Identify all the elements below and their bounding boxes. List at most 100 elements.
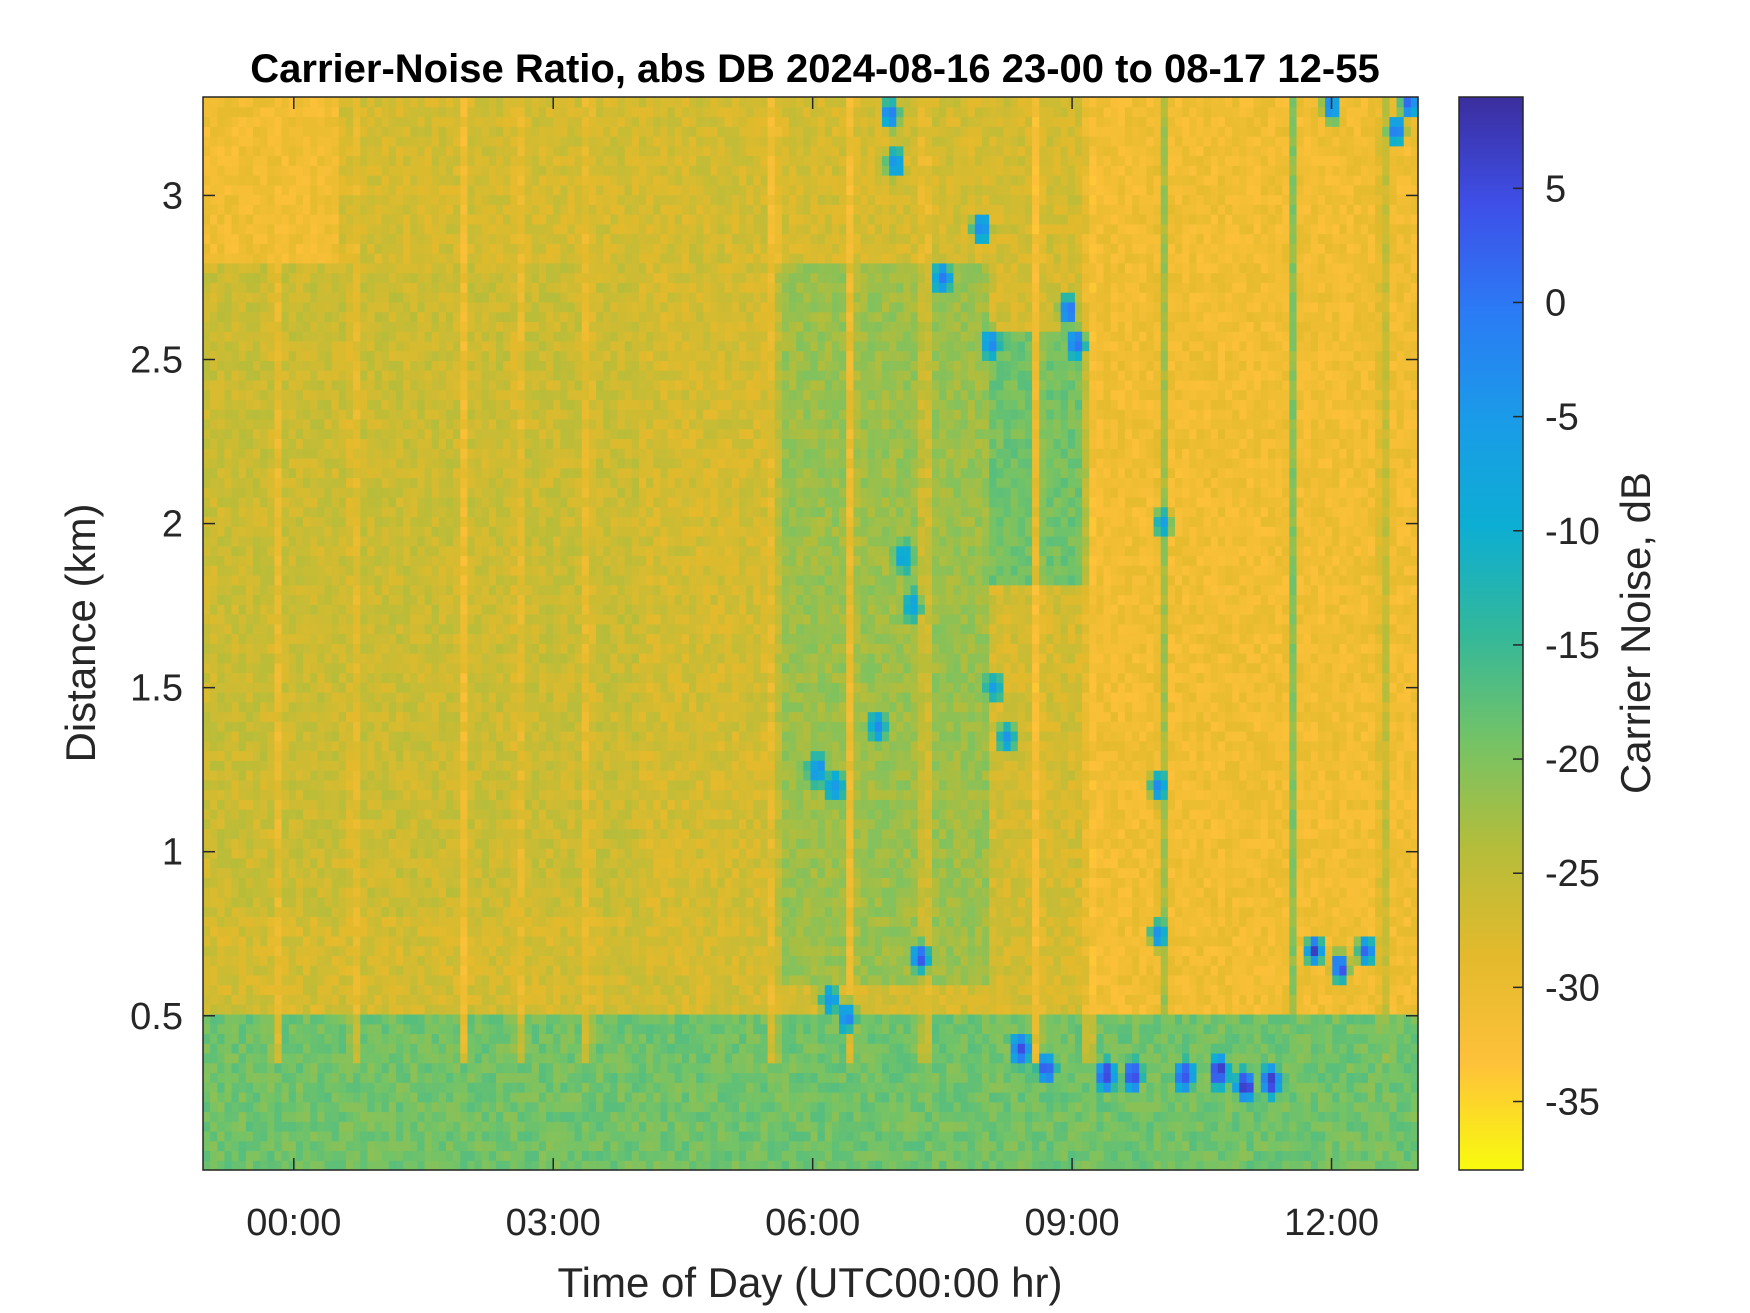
heatmap-cell [210,1140,218,1152]
heatmap-cell [310,994,318,1005]
heatmap-cell [1253,1101,1262,1113]
heatmap-cell [1203,1082,1212,1093]
heatmap-cell [974,1023,983,1035]
heatmap-cell [1132,906,1140,917]
heatmap-cell [1217,1140,1226,1152]
heatmap-cell [317,984,326,996]
heatmap-cell [1332,1023,1340,1035]
heatmap-cell [274,984,283,996]
heatmap-cell [481,916,490,927]
heatmap-cell [703,916,712,927]
heatmap-cell [488,1121,497,1132]
heatmap-cell [238,1082,247,1093]
heatmap-cell [831,906,840,917]
heatmap-cell [1375,974,1383,986]
heatmap-cell [1053,965,1062,976]
heatmap-cell [896,984,905,996]
heatmap-cell [410,896,419,908]
heatmap-cell [982,1033,990,1044]
heatmap-cell [1210,1160,1219,1171]
heatmap-cell [896,926,905,937]
heatmap-cell [603,1111,611,1122]
heatmap-cell [1253,1091,1262,1103]
heatmap-cell [853,1140,862,1152]
heatmap-cell [1124,1043,1133,1054]
heatmap-cell [932,1101,940,1113]
heatmap-cell [1210,896,1219,908]
heatmap-cell [567,1091,576,1103]
heatmap-cell [1217,1023,1226,1035]
heatmap-cell [982,945,990,956]
heatmap-cell [1189,916,1198,927]
heatmap-cell [1225,974,1233,986]
heatmap-cell [1303,1121,1312,1132]
heatmap-cell [982,1160,990,1171]
heatmap-cell [317,1013,326,1025]
heatmap-cell [574,1091,583,1103]
heatmap-cell [567,974,576,986]
heatmap-cell [374,1052,383,1064]
heatmap-cell [1067,926,1076,937]
heatmap-cell [388,1160,397,1171]
heatmap-cell [1117,935,1126,947]
heatmap-cell [1375,965,1383,976]
heatmap-cell [238,955,247,966]
heatmap-cell [1189,965,1198,976]
heatmap-cell [1210,1091,1219,1103]
heatmap-cell [560,1062,569,1074]
heatmap-cell [1282,1082,1290,1093]
heatmap-cell [388,1101,397,1113]
heatmap-cell [438,965,447,976]
heatmap-cell [395,1150,404,1161]
heatmap-cell [867,1091,876,1103]
heatmap-cell [1160,974,1169,986]
heatmap-cell [488,1043,497,1054]
heatmap-cell [581,877,590,888]
heatmap-cell [1189,1004,1198,1015]
heatmap-cell [1310,906,1319,917]
heatmap-cell [353,1043,361,1054]
heatmap-cell [982,926,990,937]
heatmap-cell [831,1023,840,1035]
heatmap-cell [1203,916,1212,927]
heatmap-cell [932,974,940,986]
heatmap-cell [953,994,962,1005]
heatmap-cell [1017,1121,1026,1132]
heatmap-cell [853,994,862,1005]
heatmap-cell [1296,1052,1305,1064]
heatmap-cell [581,1150,590,1161]
heatmap-cell [953,896,962,908]
heatmap-cell [1317,955,1326,966]
heatmap-cell [1246,916,1255,927]
heatmap-cell [295,1013,304,1025]
heatmap-cell [1375,1160,1383,1171]
heatmap-cell [1167,1121,1176,1132]
heatmap-cell [596,1130,604,1142]
heatmap-cell [1110,1023,1119,1035]
heatmap-cell [746,896,754,908]
heatmap-cell [596,1004,604,1015]
heatmap-cell [896,1082,905,1093]
heatmap-cell [710,896,719,908]
heatmap-cell [1160,916,1169,927]
heatmap-cell [724,1121,733,1132]
heatmap-cell [903,1052,912,1064]
heatmap-cell [874,1160,883,1171]
heatmap-cell [303,1140,311,1152]
heatmap-cell [731,1033,740,1044]
heatmap-cell [367,945,376,956]
heatmap-cell [574,974,583,986]
heatmap-cell [546,974,554,986]
heatmap-cell [839,1043,847,1054]
heatmap-cell [531,1062,540,1074]
heatmap-cell [1160,1013,1169,1025]
heatmap-cell [281,955,290,966]
heatmap-cell [1346,906,1355,917]
heatmap-cell [588,955,597,966]
heatmap-cell [231,945,240,956]
heatmap-cell [1096,1140,1105,1152]
heatmap-cell [267,1150,276,1161]
heatmap-cell [331,994,340,1005]
heatmap-cell [567,926,576,937]
heatmap-cell [238,1150,247,1161]
